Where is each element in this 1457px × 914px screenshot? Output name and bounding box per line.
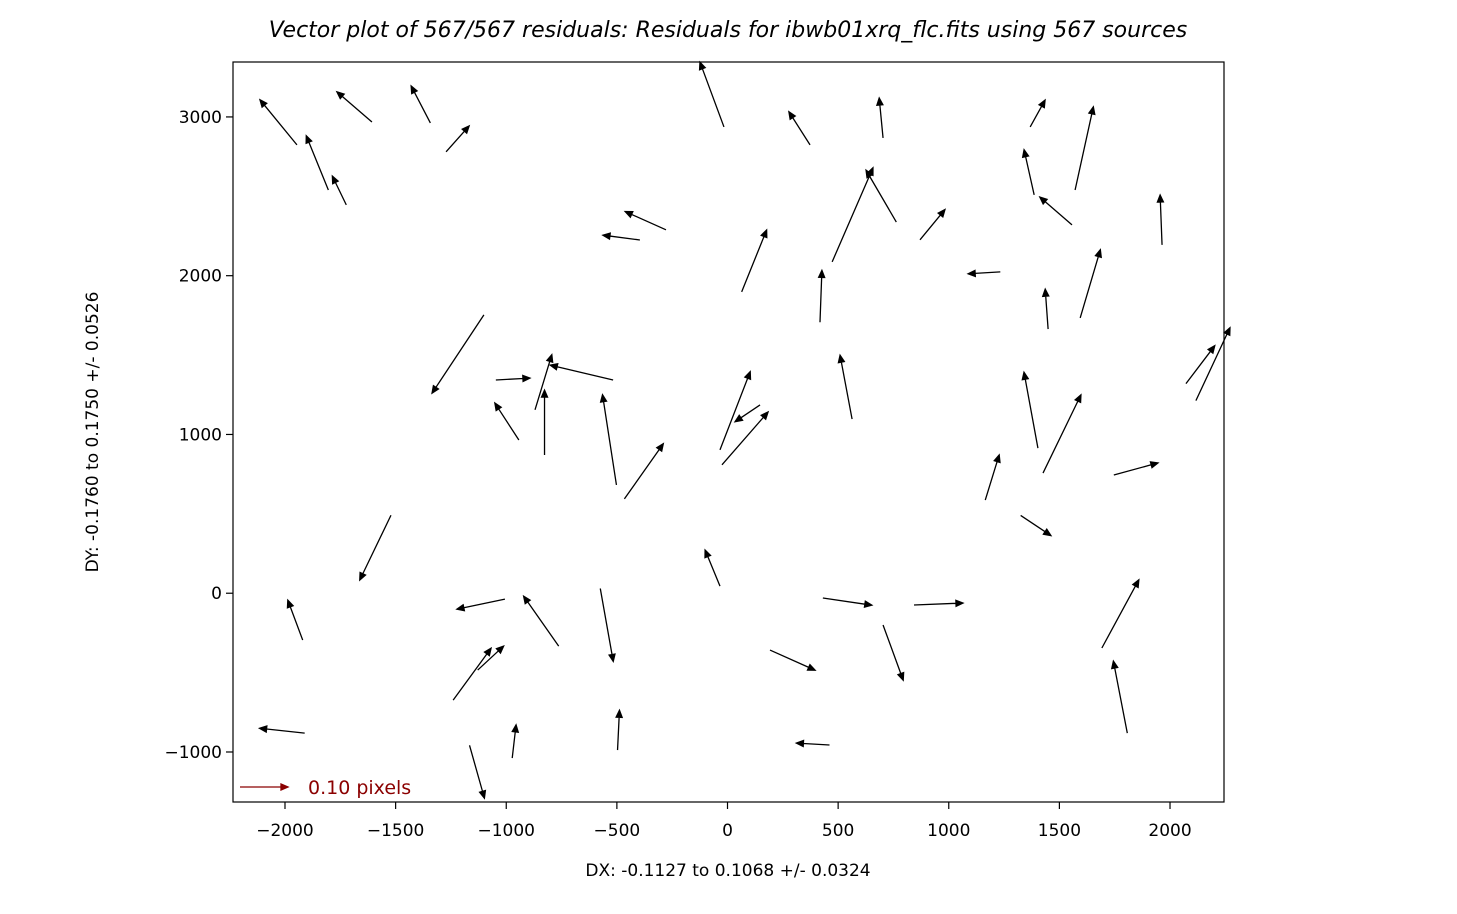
vector: [452, 646, 493, 701]
vector: [721, 410, 770, 466]
y-tick-label: 0: [211, 584, 222, 604]
chart-title: Vector plot of 567/567 residuals: Residu…: [269, 18, 1187, 43]
vector: [1074, 105, 1096, 191]
vector: [305, 134, 329, 191]
x-axis-label: DX: -0.1127 to 0.1068 +/- 0.0324: [585, 861, 870, 881]
vector: [1041, 287, 1050, 330]
x-tick-label: 1500: [1038, 821, 1081, 841]
vector: [1021, 370, 1039, 449]
vector: [794, 739, 830, 748]
vector: [331, 174, 347, 206]
x-tick-label: −1000: [477, 821, 535, 841]
vector: [540, 388, 549, 455]
vector: [698, 60, 725, 128]
y-tick-label: 1000: [179, 425, 222, 445]
vector: [1195, 326, 1231, 401]
vector: [822, 597, 874, 609]
vector: [495, 374, 532, 383]
x-tick-label: 1000: [927, 821, 970, 841]
vector: [1029, 98, 1046, 128]
vector: [769, 649, 817, 671]
x-tick-label: 0: [722, 821, 733, 841]
vector: [741, 228, 768, 293]
vector: [837, 353, 853, 420]
vector: [704, 548, 721, 587]
vector: [788, 110, 811, 146]
vector: [1110, 659, 1128, 734]
vector: [984, 453, 1001, 501]
vector: [1042, 393, 1082, 474]
y-tick-label: −1000: [164, 743, 222, 763]
vector: [455, 598, 506, 612]
key-arrow: [240, 783, 290, 791]
vector: [1020, 514, 1053, 537]
vector: [601, 232, 640, 241]
vector: [1113, 461, 1160, 476]
vector: [966, 269, 1001, 278]
y-tick-label: 2000: [179, 267, 222, 287]
vector: [522, 594, 560, 647]
vector: [913, 599, 965, 608]
vector: [257, 725, 305, 734]
key-label: 0.10 pixels: [308, 777, 411, 799]
vector: [719, 370, 752, 451]
vector: [1079, 248, 1103, 319]
vector: [1156, 193, 1165, 245]
vector: [359, 514, 392, 582]
vector: [1101, 578, 1140, 649]
vector: [599, 393, 618, 486]
vector: [445, 124, 471, 153]
vector: [882, 624, 905, 682]
x-tick-label: 500: [822, 821, 854, 841]
vector: [599, 588, 616, 664]
vector: [548, 363, 614, 381]
vector: [623, 442, 665, 500]
vector: [410, 84, 431, 124]
y-axis-label: DY: -0.1760 to 0.1750 +/- 0.0526: [83, 292, 103, 573]
x-tick-label: −500: [594, 821, 641, 841]
x-tick-label: 2000: [1148, 821, 1191, 841]
vector: [623, 210, 667, 231]
vector: [615, 708, 624, 751]
vector: [865, 168, 897, 223]
vector: [875, 96, 884, 138]
vector: [511, 723, 520, 759]
x-tick-label: −1500: [367, 821, 425, 841]
vector: [831, 166, 874, 263]
plot-frame: [232, 61, 1225, 803]
vector: [335, 90, 373, 123]
vector: [733, 404, 761, 423]
vector: [493, 401, 520, 441]
vector: [258, 98, 298, 146]
vector: [468, 745, 487, 800]
vector: [286, 598, 304, 641]
vector: [534, 353, 554, 411]
vector: [817, 268, 826, 323]
y-tick-label: 3000: [179, 108, 222, 128]
vector: [919, 208, 947, 241]
vector: [1038, 195, 1073, 226]
vector: [1021, 148, 1035, 196]
vector: [477, 644, 505, 671]
vector: [431, 314, 485, 395]
x-tick-label: −2000: [256, 821, 314, 841]
vector: [1185, 344, 1216, 385]
